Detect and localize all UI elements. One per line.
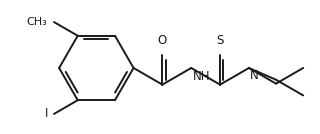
Text: O: O xyxy=(158,34,167,47)
Text: CH₃: CH₃ xyxy=(26,17,47,27)
Text: I: I xyxy=(45,107,48,120)
Text: N: N xyxy=(250,69,259,82)
Text: NH: NH xyxy=(193,70,211,83)
Text: S: S xyxy=(216,34,224,47)
